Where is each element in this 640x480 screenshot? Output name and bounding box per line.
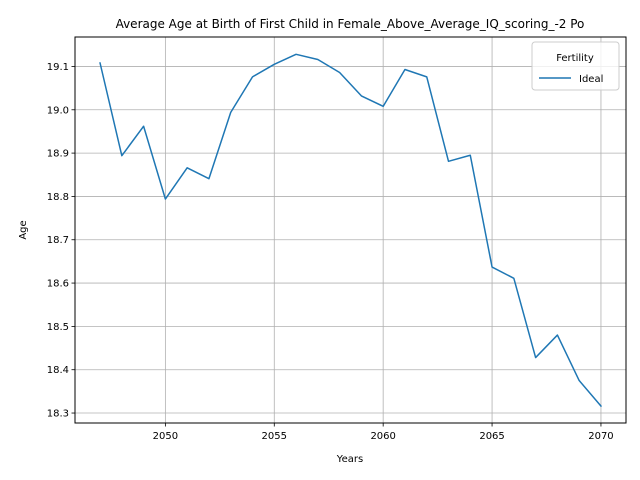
y-tick-label: 18.5 (47, 322, 69, 333)
y-tick-label: 18.8 (47, 192, 69, 203)
legend-label-ideal: Ideal (579, 74, 603, 85)
x-tick-label: 2065 (479, 431, 504, 442)
y-tick-label: 19.1 (47, 62, 69, 73)
x-tick-label: 2055 (262, 431, 287, 442)
y-tick-label: 18.6 (47, 279, 69, 290)
legend: Fertility Ideal (532, 42, 619, 90)
y-tick-label: 18.3 (47, 409, 69, 420)
legend-title: Fertility (556, 53, 594, 64)
chart-title: Average Age at Birth of First Child in F… (116, 17, 585, 31)
x-axis: 2050 2055 2060 2065 2070 (153, 423, 614, 442)
x-tick-label: 2060 (370, 431, 395, 442)
x-axis-label: Years (336, 454, 363, 465)
x-tick-label: 2070 (588, 431, 613, 442)
plot-background (75, 37, 626, 423)
y-axis: 18.3 18.4 18.5 18.6 18.7 18.8 18.9 19.0 19.1 (47, 62, 75, 420)
y-tick-label: 18.4 (47, 365, 69, 376)
y-tick-label: 18.7 (47, 235, 69, 246)
x-tick-label: 2050 (153, 431, 178, 442)
y-tick-label: 18.9 (47, 149, 69, 160)
y-tick-label: 19.0 (47, 105, 69, 116)
legend-frame (532, 42, 619, 90)
y-axis-label: Age (18, 220, 29, 239)
